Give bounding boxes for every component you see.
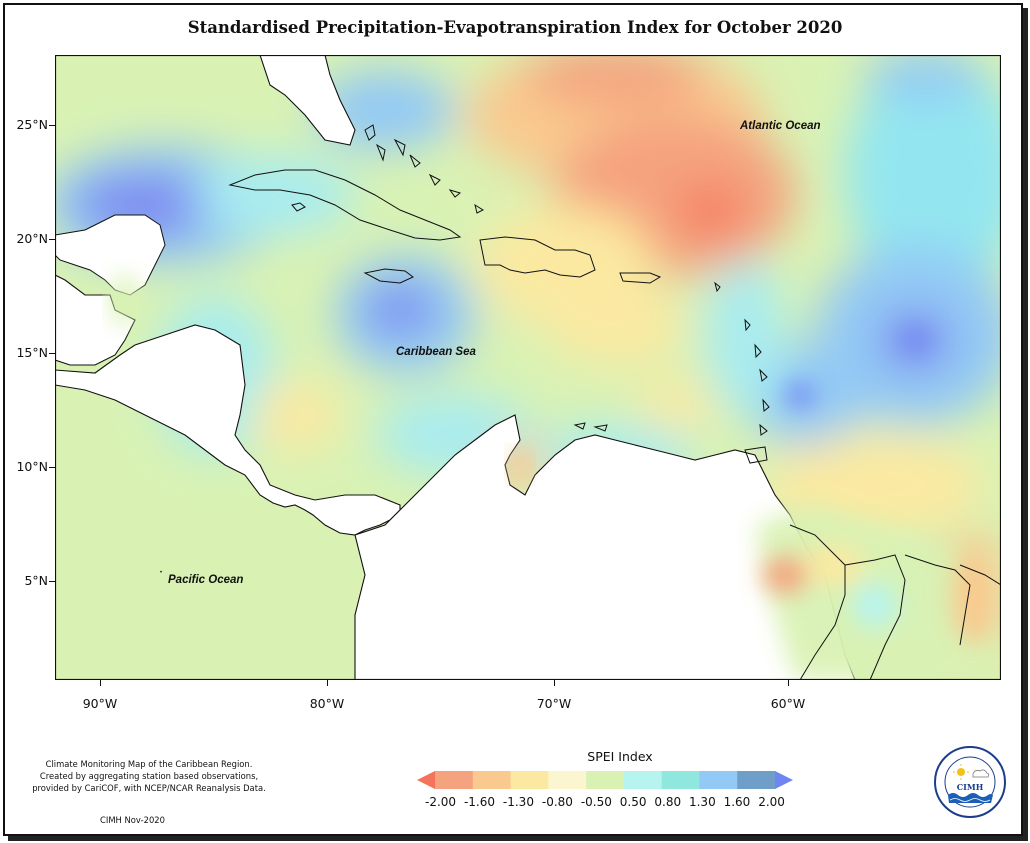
spei-field [55, 55, 1001, 680]
legend-cap-low [417, 771, 435, 789]
credits-block: Climate Monitoring Map of the Caribbean … [18, 758, 280, 794]
lon-label-60: 60°W [770, 696, 806, 711]
spei-map-canvas [55, 55, 1001, 680]
legend-tick-label: 1.30 [688, 795, 716, 809]
label-atlantic-ocean: Atlantic Ocean [740, 120, 821, 132]
lat-label-5: 5°N [24, 573, 48, 588]
legend-cell [586, 771, 625, 789]
legend-tick-label: -1.30 [502, 795, 534, 809]
credits-line-3: provided by CariCOF, with NCEP/NCAR Rean… [32, 783, 266, 793]
credits-line-2: Created by aggregating station based obs… [39, 771, 259, 781]
lat-label-20: 20°N [16, 231, 48, 246]
lon-tick-90 [100, 680, 101, 686]
legend-cell [548, 771, 587, 789]
lon-label-80: 80°W [309, 696, 345, 711]
land-mask [55, 55, 856, 680]
pacific-marker-icon: • [160, 570, 163, 576]
legend-tick-label: 0.80 [654, 795, 682, 809]
lon-label-90: 90°W [82, 696, 118, 711]
island-outlines [228, 124, 770, 464]
legend-cell [510, 771, 549, 789]
legend-tick-label: 2.00 [758, 795, 785, 809]
legend-cell [661, 771, 700, 789]
frame-shadow-right [1023, 8, 1028, 840]
frame-shadow-bottom [8, 836, 1028, 841]
lat-tick-15 [49, 353, 55, 354]
legend-tick-label: -0.50 [580, 795, 612, 809]
credits-line-1: Climate Monitoring Map of the Caribbean … [45, 759, 253, 769]
logo-text: CIMH [957, 782, 984, 792]
legend-cell [623, 771, 663, 789]
label-caribbean-sea: Caribbean Sea [396, 346, 476, 358]
lon-tick-80 [327, 680, 328, 686]
lat-tick-5 [49, 581, 55, 582]
legend-colorbar [417, 771, 793, 789]
legend-cell [472, 771, 512, 789]
legend-tick-label: 0.50 [619, 795, 647, 809]
lat-label-25: 25°N [16, 117, 48, 132]
legend-cell [699, 771, 738, 789]
lat-label-10: 10°N [16, 459, 48, 474]
legend-tick-label: -0.80 [541, 795, 573, 809]
lat-tick-20 [49, 239, 55, 240]
lat-tick-10 [49, 467, 55, 468]
lat-label-15: 15°N [16, 345, 48, 360]
credits-stamp: CIMH Nov-2020 [100, 815, 165, 825]
cimh-logo: CIMH [934, 746, 1006, 818]
legend-cap-high [775, 771, 793, 789]
lon-label-70: 70°W [536, 696, 572, 711]
legend-title: SPEI Index [587, 749, 653, 764]
legend-cell [435, 771, 474, 789]
label-pacific-ocean: Pacific Ocean [168, 574, 244, 586]
lat-tick-25 [49, 125, 55, 126]
lon-tick-70 [554, 680, 555, 686]
spei-map [55, 55, 1001, 680]
legend-tick-label: 1.60 [723, 795, 751, 809]
legend-tick-label: -1.60 [463, 795, 496, 809]
legend-tick-label: -2.00 [425, 795, 457, 809]
lon-tick-60 [788, 680, 789, 686]
map-title: Standardised Precipitation-Evapotranspir… [187, 18, 843, 37]
legend-tick-labels: -2.00 -1.60 -1.30 -0.80 -0.50 0.50 0.80 1.30 1.6… [425, 795, 785, 809]
legend-cell [737, 771, 776, 789]
